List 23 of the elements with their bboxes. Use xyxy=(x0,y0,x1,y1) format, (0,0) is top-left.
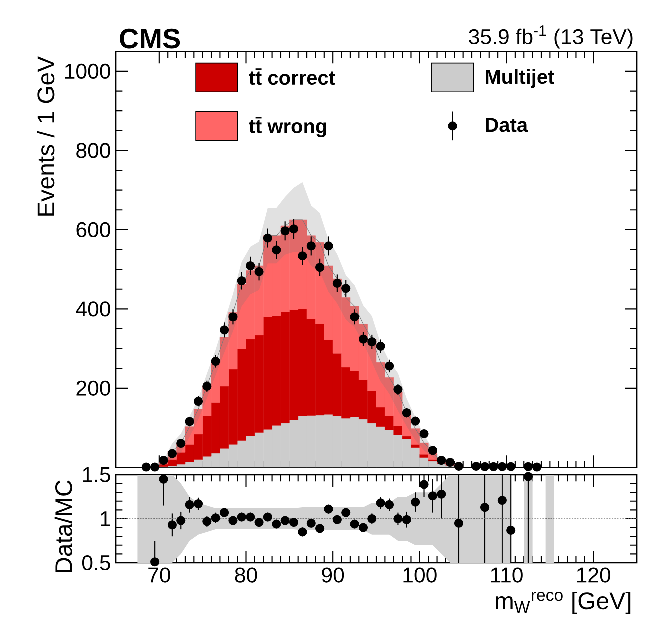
x-tick-label: 80 xyxy=(235,568,258,583)
chart-subtitle: 35.9 fb$^{-1}$ (13 TeV) xyxy=(469,26,633,49)
y-tick-label: 1 xyxy=(101,512,110,526)
y-axis-title: Events / 1 GeV xyxy=(37,56,55,216)
y-axis-title: Data/MC xyxy=(54,480,72,572)
x-axis-title: m$_{W}$$^{reco}$ [GeV] xyxy=(496,592,631,614)
y-tick-label: 200 xyxy=(76,380,110,396)
legend-label: Multijet xyxy=(486,69,554,88)
x-tick-label: 110 xyxy=(491,568,523,583)
legend-label: tt̄ wrong xyxy=(249,117,326,138)
x-tick-label: 100 xyxy=(404,568,437,583)
y-tick-label: 800 xyxy=(76,143,110,158)
chart-title: CMS xyxy=(120,28,180,49)
legend-label: Data xyxy=(486,118,528,132)
legend-label: tt̄ correct xyxy=(249,68,336,86)
y-tick-label: 600 xyxy=(76,222,110,238)
x-tick-label: 120 xyxy=(577,568,611,583)
y-tick-label: 0.5 xyxy=(82,555,110,571)
y-tick-label: 1.5 xyxy=(83,468,110,482)
x-tick-label: 90 xyxy=(322,568,344,583)
y-tick-label: 400 xyxy=(76,302,110,317)
y-tick-label: 1000 xyxy=(65,64,110,80)
x-tick-label: 70 xyxy=(148,568,170,583)
